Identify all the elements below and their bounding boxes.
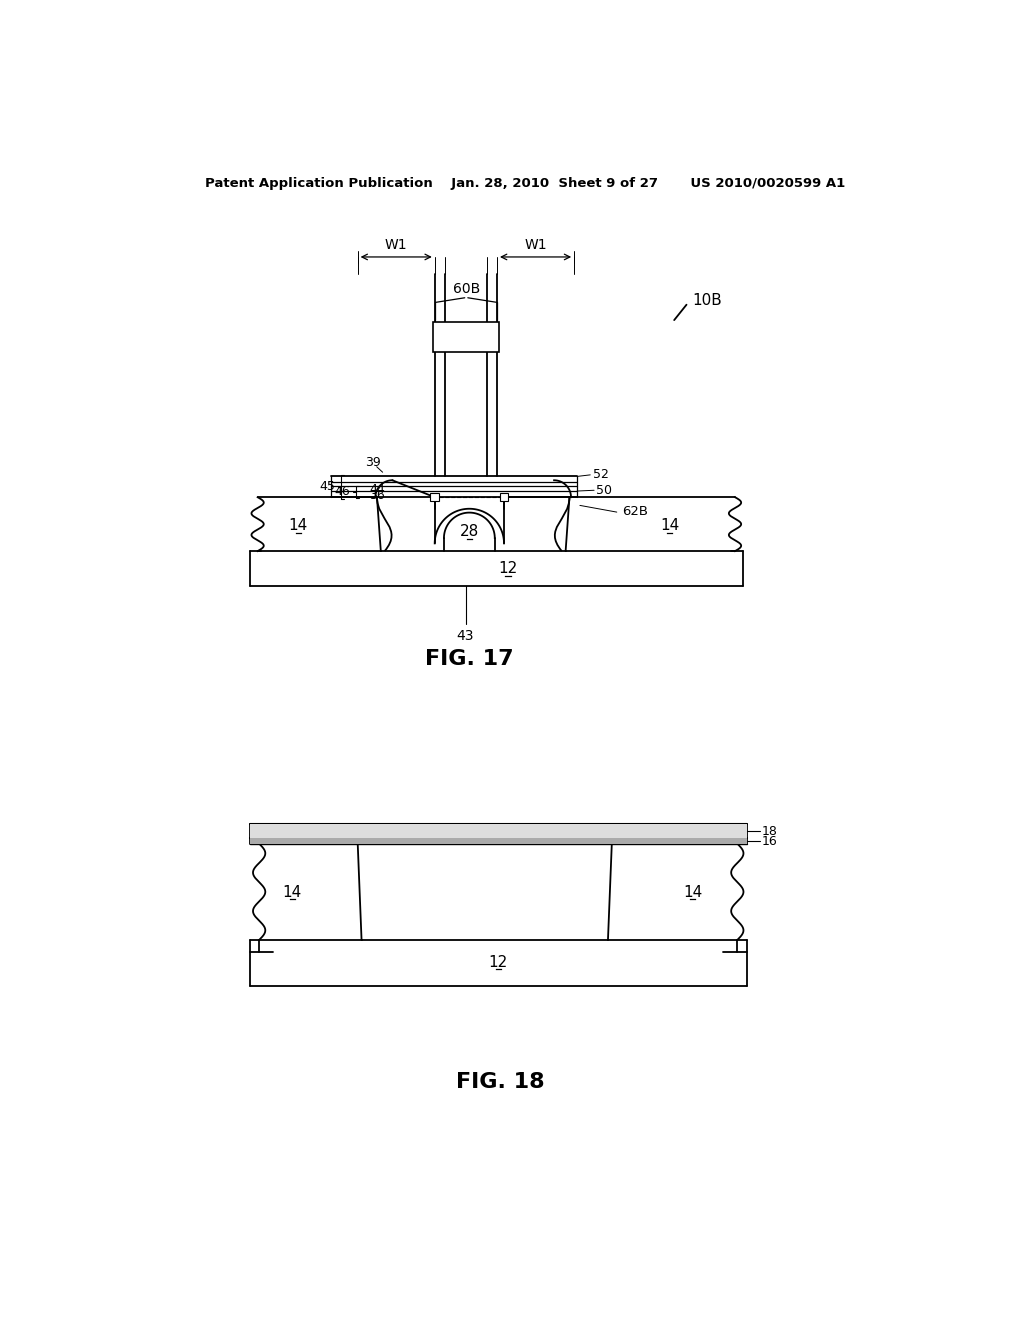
Text: 62B: 62B bbox=[622, 504, 648, 517]
Bar bbox=[250, 838, 746, 843]
Text: 14: 14 bbox=[283, 884, 302, 900]
Text: FIG. 18: FIG. 18 bbox=[456, 1072, 545, 1093]
Bar bbox=[433, 322, 500, 352]
Text: 43: 43 bbox=[457, 628, 474, 643]
Bar bbox=[250, 825, 746, 838]
Text: 14: 14 bbox=[289, 519, 308, 533]
Bar bbox=[500, 492, 508, 502]
Text: 45: 45 bbox=[318, 480, 335, 494]
Text: 46: 46 bbox=[335, 486, 350, 499]
Text: 10B: 10B bbox=[692, 293, 722, 309]
Text: 12: 12 bbox=[488, 954, 508, 970]
Text: 50: 50 bbox=[596, 483, 612, 496]
Text: FIG. 17: FIG. 17 bbox=[425, 649, 514, 669]
Text: 60B: 60B bbox=[453, 281, 480, 296]
Text: W1: W1 bbox=[385, 238, 408, 252]
Bar bbox=[430, 492, 439, 502]
Text: Patent Application Publication    Jan. 28, 2010  Sheet 9 of 27       US 2010/002: Patent Application Publication Jan. 28, … bbox=[205, 177, 845, 190]
Text: 16: 16 bbox=[762, 834, 777, 847]
Text: 56B  58B: 56B 58B bbox=[437, 330, 490, 343]
Text: 14: 14 bbox=[683, 884, 702, 900]
Text: 39: 39 bbox=[366, 455, 381, 469]
Text: 12: 12 bbox=[499, 561, 517, 577]
Text: 28: 28 bbox=[460, 524, 479, 540]
Text: 36: 36 bbox=[370, 490, 385, 502]
Text: 52: 52 bbox=[593, 469, 608, 482]
Text: 18: 18 bbox=[762, 825, 778, 838]
Text: 14: 14 bbox=[659, 519, 679, 533]
Text: 44: 44 bbox=[370, 483, 385, 496]
Text: W1: W1 bbox=[524, 238, 547, 252]
